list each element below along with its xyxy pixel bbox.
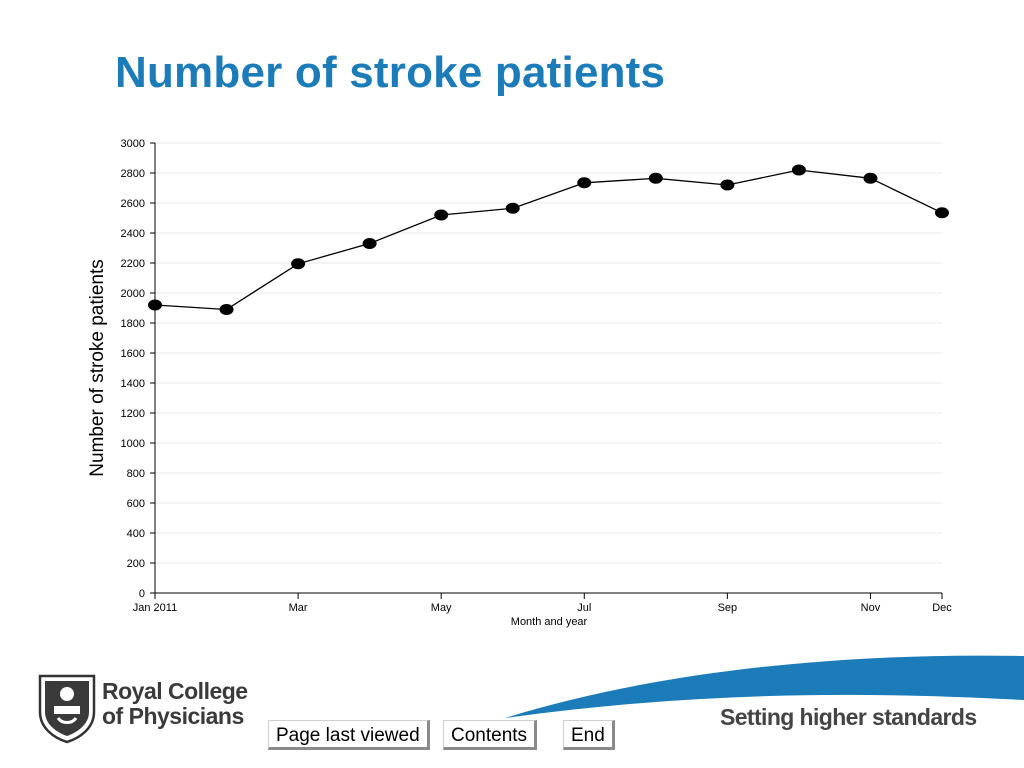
y-tick-label: 600 — [127, 498, 145, 510]
y-tick-label: 200 — [127, 558, 145, 570]
data-point — [362, 238, 377, 249]
y-tick-label: 0 — [139, 588, 145, 600]
x-tick-label: Mar — [289, 602, 308, 614]
data-point — [720, 179, 735, 191]
slide-title: Number of stroke patients — [115, 48, 666, 97]
y-tick-label: 1000 — [121, 438, 145, 450]
data-point — [219, 304, 234, 315]
x-tick-labels: Jan 2011 Mar May Jul Sep Nov Dec — [133, 602, 953, 614]
tagline: Setting higher standards — [720, 704, 977, 730]
end-button[interactable]: End — [563, 720, 615, 750]
x-tick-label: Jul — [577, 602, 591, 614]
data-point — [935, 207, 949, 219]
y-axis-label: Number of stroke patients — [87, 259, 108, 477]
y-tick-label: 800 — [127, 468, 145, 480]
page-last-viewed-button[interactable]: Page last viewed — [268, 720, 430, 750]
data-point — [648, 172, 663, 184]
y-tick-labels: 0 200 400 600 800 1000 1200 1400 1600 1800 2000 220… — [121, 138, 145, 600]
data-point — [291, 258, 306, 270]
y-tick-label: 2800 — [121, 168, 145, 180]
y-tick-label: 2200 — [121, 258, 145, 270]
y-tick-label: 2000 — [121, 288, 145, 300]
stroke-patients-chart: 0 200 400 600 800 1000 1200 1400 1600 1800 2000 220… — [87, 138, 953, 628]
y-tick-label: 2600 — [121, 198, 145, 210]
y-tick-label: 400 — [127, 528, 145, 540]
x-tick-label: Dec — [932, 602, 952, 614]
gridlines — [155, 142, 942, 564]
y-tick-label: 1800 — [121, 318, 145, 330]
data-point — [863, 172, 878, 184]
data-point — [791, 164, 806, 176]
x-tick-label: Jan 2011 — [133, 602, 177, 614]
y-tick-label: 2400 — [121, 228, 145, 240]
contents-button[interactable]: Contents — [443, 720, 538, 750]
y-tick-label: 1400 — [121, 378, 145, 390]
series-points — [148, 164, 949, 315]
data-point — [505, 202, 520, 214]
organisation-name: Royal College of Physicians — [102, 679, 248, 729]
rcp-crest-logo — [38, 674, 96, 744]
data-point — [434, 209, 449, 221]
data-point — [577, 177, 592, 189]
org-name-line1: Royal College — [102, 678, 248, 704]
axes — [150, 142, 943, 599]
x-tick-label: May — [431, 602, 452, 614]
x-axis-label: Month and year — [511, 616, 588, 628]
series-line — [154, 169, 943, 311]
series-line-path — [154, 169, 943, 311]
y-tick-label: 1600 — [121, 348, 145, 360]
org-name-line2: of Physicians — [102, 703, 244, 729]
x-tick-label: Sep — [718, 602, 738, 614]
data-point — [148, 299, 162, 311]
x-tick-label: Nov — [861, 602, 881, 614]
y-tick-label: 3000 — [121, 138, 145, 150]
y-tick-label: 1200 — [121, 408, 145, 420]
